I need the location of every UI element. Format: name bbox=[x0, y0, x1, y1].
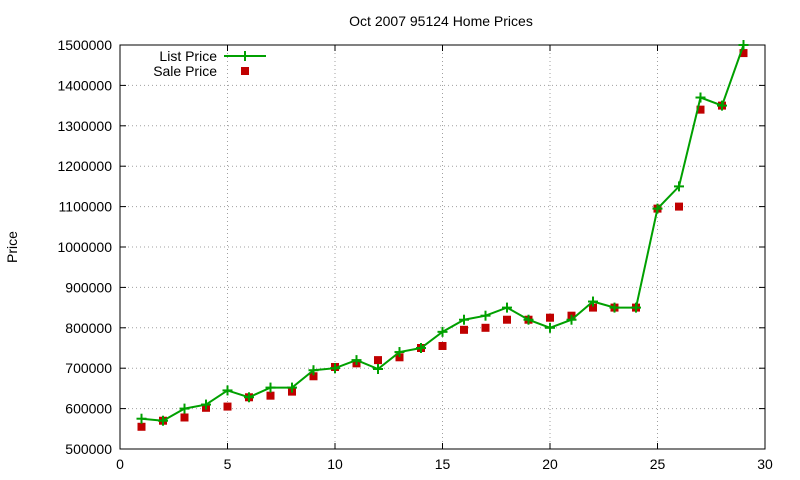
y-tick-label: 1000000 bbox=[57, 239, 112, 255]
grid-lines bbox=[120, 45, 765, 449]
sale-price-point bbox=[180, 413, 189, 422]
sale-price-point bbox=[395, 353, 404, 362]
legend-marker-sale-price bbox=[241, 67, 249, 75]
sale-price-point bbox=[481, 323, 490, 332]
sale-price-point bbox=[137, 422, 146, 431]
legend-label-sale-price: Sale Price bbox=[153, 63, 217, 79]
sale-price-point bbox=[460, 325, 468, 334]
list-price-point bbox=[459, 314, 469, 325]
chart-title: Oct 2007 95124 Home Prices bbox=[349, 13, 533, 29]
legend-label-list-price: List Price bbox=[159, 48, 217, 64]
y-tick-label: 1400000 bbox=[57, 77, 112, 93]
list-price-point bbox=[502, 302, 512, 313]
sale-price-point bbox=[739, 49, 748, 58]
list-price-point bbox=[480, 310, 491, 321]
sale-price-point bbox=[309, 372, 318, 381]
series-layer bbox=[136, 40, 749, 431]
list-price-point bbox=[566, 314, 577, 325]
list-price-point bbox=[287, 382, 297, 393]
sale-price-point bbox=[589, 303, 597, 312]
legend-marker-list-price bbox=[240, 51, 250, 61]
list-price-point bbox=[437, 326, 448, 337]
y-tick-label: 500000 bbox=[65, 441, 112, 457]
y-tick-label: 600000 bbox=[65, 401, 112, 417]
list-price-point bbox=[588, 296, 598, 307]
y-axis-label: Price bbox=[4, 231, 20, 263]
x-tick-label: 5 bbox=[224, 456, 232, 472]
y-tick-label: 700000 bbox=[65, 360, 112, 376]
legend: List Price Sale Price bbox=[153, 48, 266, 79]
list-price-point bbox=[351, 355, 362, 366]
y-tick-label: 1300000 bbox=[57, 118, 112, 134]
y-tick-label: 900000 bbox=[65, 279, 112, 295]
sale-price-point bbox=[374, 356, 382, 365]
list-price-point bbox=[179, 403, 190, 414]
list-price-point bbox=[523, 314, 534, 325]
list-price-point bbox=[609, 302, 620, 313]
list-price-point bbox=[674, 181, 684, 192]
y-tick-label: 1500000 bbox=[57, 37, 112, 53]
list-price-point bbox=[738, 40, 749, 50]
list-price-point bbox=[394, 347, 405, 358]
list-price-point bbox=[373, 364, 383, 375]
list-price-point bbox=[416, 343, 426, 353]
sale-price-point bbox=[438, 341, 447, 350]
list-price-point bbox=[201, 399, 211, 410]
sale-price-point bbox=[223, 402, 232, 411]
list-price-point bbox=[265, 382, 276, 393]
list-price-point bbox=[717, 100, 727, 111]
list-price-point bbox=[136, 413, 147, 424]
x-tick-label: 25 bbox=[650, 456, 666, 472]
x-tick-label: 15 bbox=[435, 456, 451, 472]
sale-price-point bbox=[696, 105, 705, 114]
sale-price-point bbox=[675, 202, 683, 211]
list-price-point bbox=[330, 363, 340, 374]
list-price-point bbox=[652, 203, 663, 214]
sale-price-point bbox=[546, 313, 554, 322]
x-tick-label: 0 bbox=[116, 456, 124, 472]
sale-price-point bbox=[266, 391, 275, 400]
y-tick-label: 1100000 bbox=[59, 199, 113, 215]
sale-price-point bbox=[503, 315, 511, 324]
list-price-point bbox=[545, 322, 555, 333]
list-price-point bbox=[222, 385, 233, 396]
list-price-point bbox=[158, 415, 168, 426]
list-price-point bbox=[631, 302, 641, 313]
axis-ticks: 0 5 10 15 20 25 30 500000 600000 700000 800000 9000… bbox=[57, 37, 773, 472]
x-tick-label: 10 bbox=[327, 456, 343, 472]
y-tick-label: 1200000 bbox=[57, 158, 112, 174]
x-tick-label: 20 bbox=[542, 456, 558, 472]
y-tick-label: 800000 bbox=[65, 320, 112, 336]
list-price-point bbox=[244, 392, 254, 403]
x-tick-label: 30 bbox=[757, 456, 773, 472]
list-price-point bbox=[695, 92, 706, 103]
list-price-point bbox=[308, 365, 319, 376]
